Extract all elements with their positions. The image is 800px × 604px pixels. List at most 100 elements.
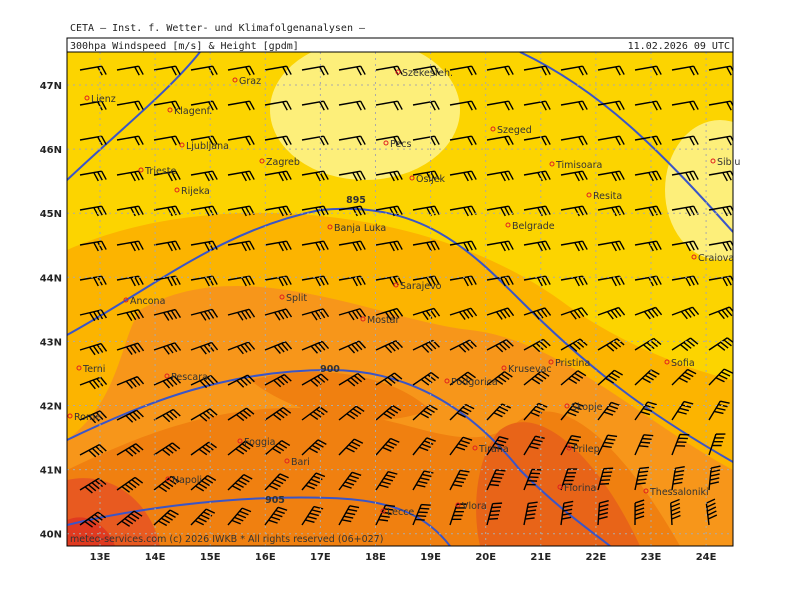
wind-barb: [264, 135, 292, 146]
wind-barb: [116, 65, 144, 76]
wind-barb: [264, 100, 292, 111]
lon-label: 18E: [365, 552, 386, 563]
lon-label: 17E: [310, 552, 331, 563]
city-name: Florina: [564, 483, 596, 494]
wind-barb: [486, 469, 506, 491]
wind-barb: [523, 170, 551, 182]
lat-label: 42N: [40, 402, 62, 413]
city-name: Prilep: [573, 444, 600, 455]
wind-barb: [449, 65, 477, 76]
city-marker: [380, 508, 386, 514]
wind-barb: [264, 406, 292, 421]
wind-barb: [190, 275, 218, 287]
wind-barb: [671, 306, 700, 320]
wind-barb: [264, 240, 292, 252]
wind-barb: [338, 308, 367, 321]
wind-barb: [116, 510, 143, 527]
wind-barb: [597, 65, 625, 76]
wind-barb: [449, 371, 476, 386]
city-name: Skopje: [571, 402, 603, 413]
wind-barb: [560, 468, 578, 491]
wind-barb: [375, 470, 398, 491]
wind-barb: [338, 340, 367, 354]
wind-barb: [670, 498, 681, 526]
wind-barb: [412, 470, 434, 491]
wind-barb: [227, 440, 254, 456]
wind-barb: [264, 473, 289, 491]
wind-barb: [671, 170, 699, 182]
wind-barbs: [79, 65, 733, 528]
wind-barb: [227, 407, 255, 422]
city-marker: [237, 438, 243, 444]
wind-barb: [227, 474, 253, 491]
wind-barb: [560, 370, 587, 386]
wind-barb: [486, 135, 514, 146]
wind-barb: [338, 205, 366, 217]
wind-barb: [671, 275, 699, 287]
wind-barb: [190, 474, 217, 492]
wind-barb: [597, 306, 626, 320]
city-marker: [76, 365, 82, 371]
wind-barb: [227, 100, 255, 111]
city-name: Graz: [239, 76, 261, 87]
city-name: Sibiu: [717, 157, 740, 168]
wind-barb: [153, 408, 181, 423]
wind-barb: [597, 135, 625, 146]
wind-barb: [264, 308, 293, 321]
lon-label: 15E: [200, 552, 221, 563]
city-marker: [444, 378, 450, 384]
city-marker: [138, 167, 144, 173]
wind-barb: [153, 205, 181, 217]
city-marker: [284, 458, 290, 464]
wind-barb: [338, 65, 366, 76]
city-marker: [179, 142, 185, 148]
wind-barb: [412, 503, 431, 526]
wind-barb: [708, 433, 726, 456]
city-marker: [232, 77, 238, 83]
wind-barb: [412, 65, 440, 76]
lat-label: 43N: [40, 337, 62, 348]
contour-label: 895: [346, 195, 366, 206]
city-marker: [393, 282, 399, 288]
wind-barb: [560, 170, 588, 182]
institute: CETA — Inst. f. Wetter- und Klimafolgena…: [70, 23, 366, 34]
wind-barb: [264, 439, 291, 456]
wind-barb: [153, 275, 181, 287]
wind-barb: [597, 500, 609, 526]
city-marker: [395, 69, 401, 75]
wind-barb: [634, 65, 662, 76]
city-marker: [643, 488, 649, 494]
wind-barb: [671, 400, 694, 421]
product: 300hpa Windspeed [m/s] & Height [gpdm]: [70, 41, 299, 52]
wind-barb: [375, 372, 403, 387]
wind-barb: [671, 465, 685, 491]
wind-barb: [338, 135, 366, 146]
wind-barb: [671, 337, 699, 352]
wind-barb: [449, 205, 477, 217]
wind-barb: [597, 434, 618, 456]
wind-barb: [301, 373, 329, 387]
lon-label: 21E: [530, 552, 551, 563]
wind-barb: [523, 307, 552, 320]
wind-barb: [634, 205, 662, 217]
wind-barb: [338, 240, 366, 252]
city-name: Belgrade: [512, 221, 555, 232]
city-name: Timisoara: [555, 160, 602, 171]
wind-barb: [264, 275, 292, 287]
city-name: Pescara: [171, 372, 208, 383]
wind-barb: [375, 405, 402, 421]
city-marker: [123, 297, 129, 303]
city-marker: [360, 316, 366, 322]
city-name: Rome: [74, 412, 101, 423]
wind-barb: [301, 240, 329, 252]
wind-barb: [301, 406, 328, 421]
wind-barb: [560, 135, 588, 146]
wind-barb: [264, 205, 292, 217]
wind-barb: [671, 368, 697, 386]
wind-barb: [560, 402, 585, 421]
lat-label: 44N: [40, 273, 62, 284]
lat-label: 41N: [40, 466, 62, 477]
city-marker: [167, 107, 173, 113]
wind-barb: [79, 170, 107, 182]
wind-barb: [79, 410, 107, 424]
